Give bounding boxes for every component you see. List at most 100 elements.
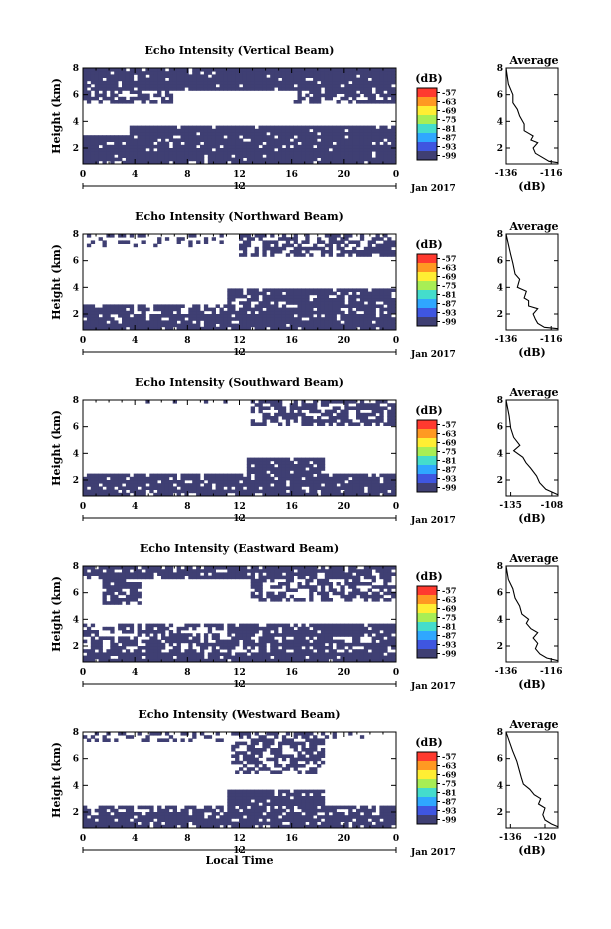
echo-cell xyxy=(86,138,92,142)
echo-cell xyxy=(274,467,279,471)
echo-cell xyxy=(149,314,154,318)
echo-cell xyxy=(363,314,369,318)
echo-cell xyxy=(289,476,294,481)
echo-cell xyxy=(328,246,333,251)
echo-cell xyxy=(254,655,259,660)
echo-cell xyxy=(86,824,92,829)
echo-cell xyxy=(367,422,372,426)
echo-cell xyxy=(258,457,263,462)
echo-cell xyxy=(359,71,365,75)
echo-cell xyxy=(176,489,181,494)
echo-cell xyxy=(239,294,244,299)
echo-cell xyxy=(258,310,263,315)
echo-cell xyxy=(164,314,170,318)
echo-cell xyxy=(356,652,361,656)
echo-cell xyxy=(129,87,135,91)
echo-cell xyxy=(211,87,216,91)
average-y-tick-label: 8 xyxy=(497,64,503,74)
echo-cell xyxy=(239,125,244,130)
echo-cell xyxy=(114,476,119,481)
echo-cell xyxy=(137,815,142,819)
echo-cell xyxy=(137,141,142,146)
echo-cell xyxy=(332,591,337,596)
echo-cell xyxy=(278,652,283,656)
echo-cell xyxy=(219,575,224,580)
echo-cell xyxy=(293,301,298,305)
average-profile-line xyxy=(505,399,559,496)
echo-cell xyxy=(266,416,271,420)
echo-cell xyxy=(317,591,322,596)
echo-cell xyxy=(266,406,271,410)
echo-cell xyxy=(332,323,337,328)
echo-cell xyxy=(188,323,193,328)
echo-cell xyxy=(359,304,365,308)
echo-cell xyxy=(313,71,318,75)
panel-4: Echo Intensity (Eastward Beam)Height (km… xyxy=(50,542,562,692)
echo-cell xyxy=(344,412,349,417)
echo-cell xyxy=(246,486,252,490)
echo-cell xyxy=(375,630,380,634)
echo-cell xyxy=(211,157,216,162)
echo-cell xyxy=(266,314,271,318)
echo-cell xyxy=(293,298,298,302)
echo-cell xyxy=(379,412,384,417)
echo-cell xyxy=(102,243,107,248)
echo-cell xyxy=(324,626,330,631)
echo-cell xyxy=(118,240,123,244)
echo-cell xyxy=(340,473,345,478)
echo-cell xyxy=(336,154,341,158)
echo-cell xyxy=(122,732,127,736)
echo-cell xyxy=(145,87,150,91)
echo-cell xyxy=(301,160,306,165)
echo-cell xyxy=(371,636,376,640)
echo-cell xyxy=(207,483,213,487)
echo-cell xyxy=(168,652,174,656)
x-tick-label: 0 xyxy=(80,668,86,678)
echo-cell xyxy=(383,646,388,650)
echo-cell xyxy=(359,473,365,478)
echo-cell xyxy=(188,132,193,136)
echo-cell xyxy=(196,307,201,312)
echo-cell xyxy=(317,582,322,586)
echo-cell xyxy=(262,148,267,152)
echo-cell xyxy=(320,157,326,162)
echo-cell xyxy=(215,483,220,487)
echo-cell xyxy=(122,138,127,142)
echo-cell xyxy=(313,588,318,592)
echo-cell xyxy=(242,314,248,318)
echo-cell xyxy=(188,633,193,637)
echo-cell xyxy=(281,294,287,299)
echo-cell xyxy=(348,633,353,637)
echo-cell xyxy=(114,473,119,478)
echo-cell xyxy=(383,74,388,78)
x-tick-label: 4 xyxy=(132,668,138,678)
echo-cell xyxy=(242,68,248,72)
echo-cell xyxy=(336,240,341,244)
echo-cell xyxy=(246,636,252,640)
echo-cell xyxy=(324,473,330,478)
echo-cell xyxy=(196,320,201,324)
echo-cell xyxy=(305,80,310,85)
echo-cell xyxy=(172,636,177,640)
echo-cell xyxy=(184,160,189,165)
echo-cell xyxy=(313,460,318,465)
echo-cell xyxy=(317,486,322,490)
echo-cell xyxy=(211,575,216,580)
echo-cell xyxy=(270,160,275,165)
echo-cell xyxy=(352,320,357,324)
echo-cell xyxy=(239,310,244,315)
echo-cell xyxy=(200,77,205,82)
echo-cell xyxy=(200,151,205,155)
echo-cell xyxy=(258,646,263,650)
echo-cell xyxy=(324,71,330,75)
echo-cell xyxy=(391,132,396,136)
echo-cell xyxy=(180,326,185,331)
echo-cell xyxy=(387,250,392,254)
echo-cell xyxy=(192,569,197,573)
echo-cell xyxy=(356,288,361,292)
echo-cell xyxy=(356,93,361,98)
echo-cell xyxy=(157,626,162,631)
echo-cell xyxy=(145,80,150,85)
echo-cell xyxy=(344,141,349,146)
echo-cell xyxy=(305,125,310,130)
